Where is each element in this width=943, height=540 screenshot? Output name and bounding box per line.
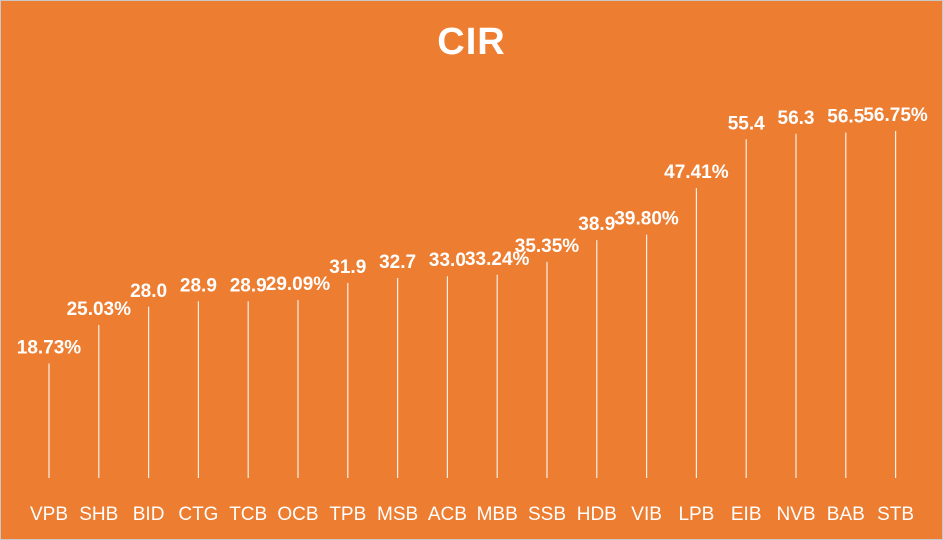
category-label-bab: BAB <box>827 504 865 525</box>
data-label-tcb: 28.9 <box>230 275 267 296</box>
category-label-mbb: MBB <box>477 504 518 525</box>
data-label-bid: 28.0 <box>130 281 167 302</box>
data-label-eib: 55.4 <box>728 113 765 134</box>
category-label-hdb: HDB <box>577 504 617 525</box>
category-label-bid: BID <box>133 504 165 525</box>
data-label-msb: 32.7 <box>379 252 416 273</box>
data-label-ocb: 29.09% <box>266 274 331 295</box>
category-label-nvb: NVB <box>776 504 815 525</box>
data-label-bab: 56.5 <box>827 107 864 128</box>
category-label-vpb: VPB <box>30 504 68 525</box>
data-label-ctg: 28.9 <box>180 275 217 296</box>
data-label-hdb: 38.9 <box>578 214 615 235</box>
category-label-ocb: OCB <box>277 504 318 525</box>
category-label-ctg: CTG <box>178 504 218 525</box>
category-label-shb: SHB <box>79 504 118 525</box>
data-label-tpb: 31.9 <box>329 257 366 278</box>
category-label-stb: STB <box>877 504 914 525</box>
data-label-vpb: 18.73% <box>17 337 82 358</box>
category-label-lpb: LPB <box>678 504 714 525</box>
chart-title: CIR <box>437 21 506 63</box>
data-label-acb: 33.0 <box>429 250 466 271</box>
data-label-stb: 56.75% <box>863 105 928 126</box>
category-label-tpb: TPB <box>329 504 366 525</box>
data-label-nvb: 56.3 <box>778 108 815 129</box>
data-label-ssb: 35.35% <box>515 236 580 257</box>
data-label-lpb: 47.41% <box>664 162 729 183</box>
category-label-ssb: SSB <box>528 504 566 525</box>
data-label-vib: 39.80% <box>614 209 679 230</box>
category-label-vib: VIB <box>631 504 662 525</box>
category-label-tcb: TCB <box>229 504 267 525</box>
data-label-shb: 25.03% <box>67 299 132 320</box>
category-label-acb: ACB <box>428 504 467 525</box>
data-label-mbb: 33.24% <box>465 249 530 270</box>
category-label-msb: MSB <box>377 504 418 525</box>
category-label-eib: EIB <box>731 504 762 525</box>
